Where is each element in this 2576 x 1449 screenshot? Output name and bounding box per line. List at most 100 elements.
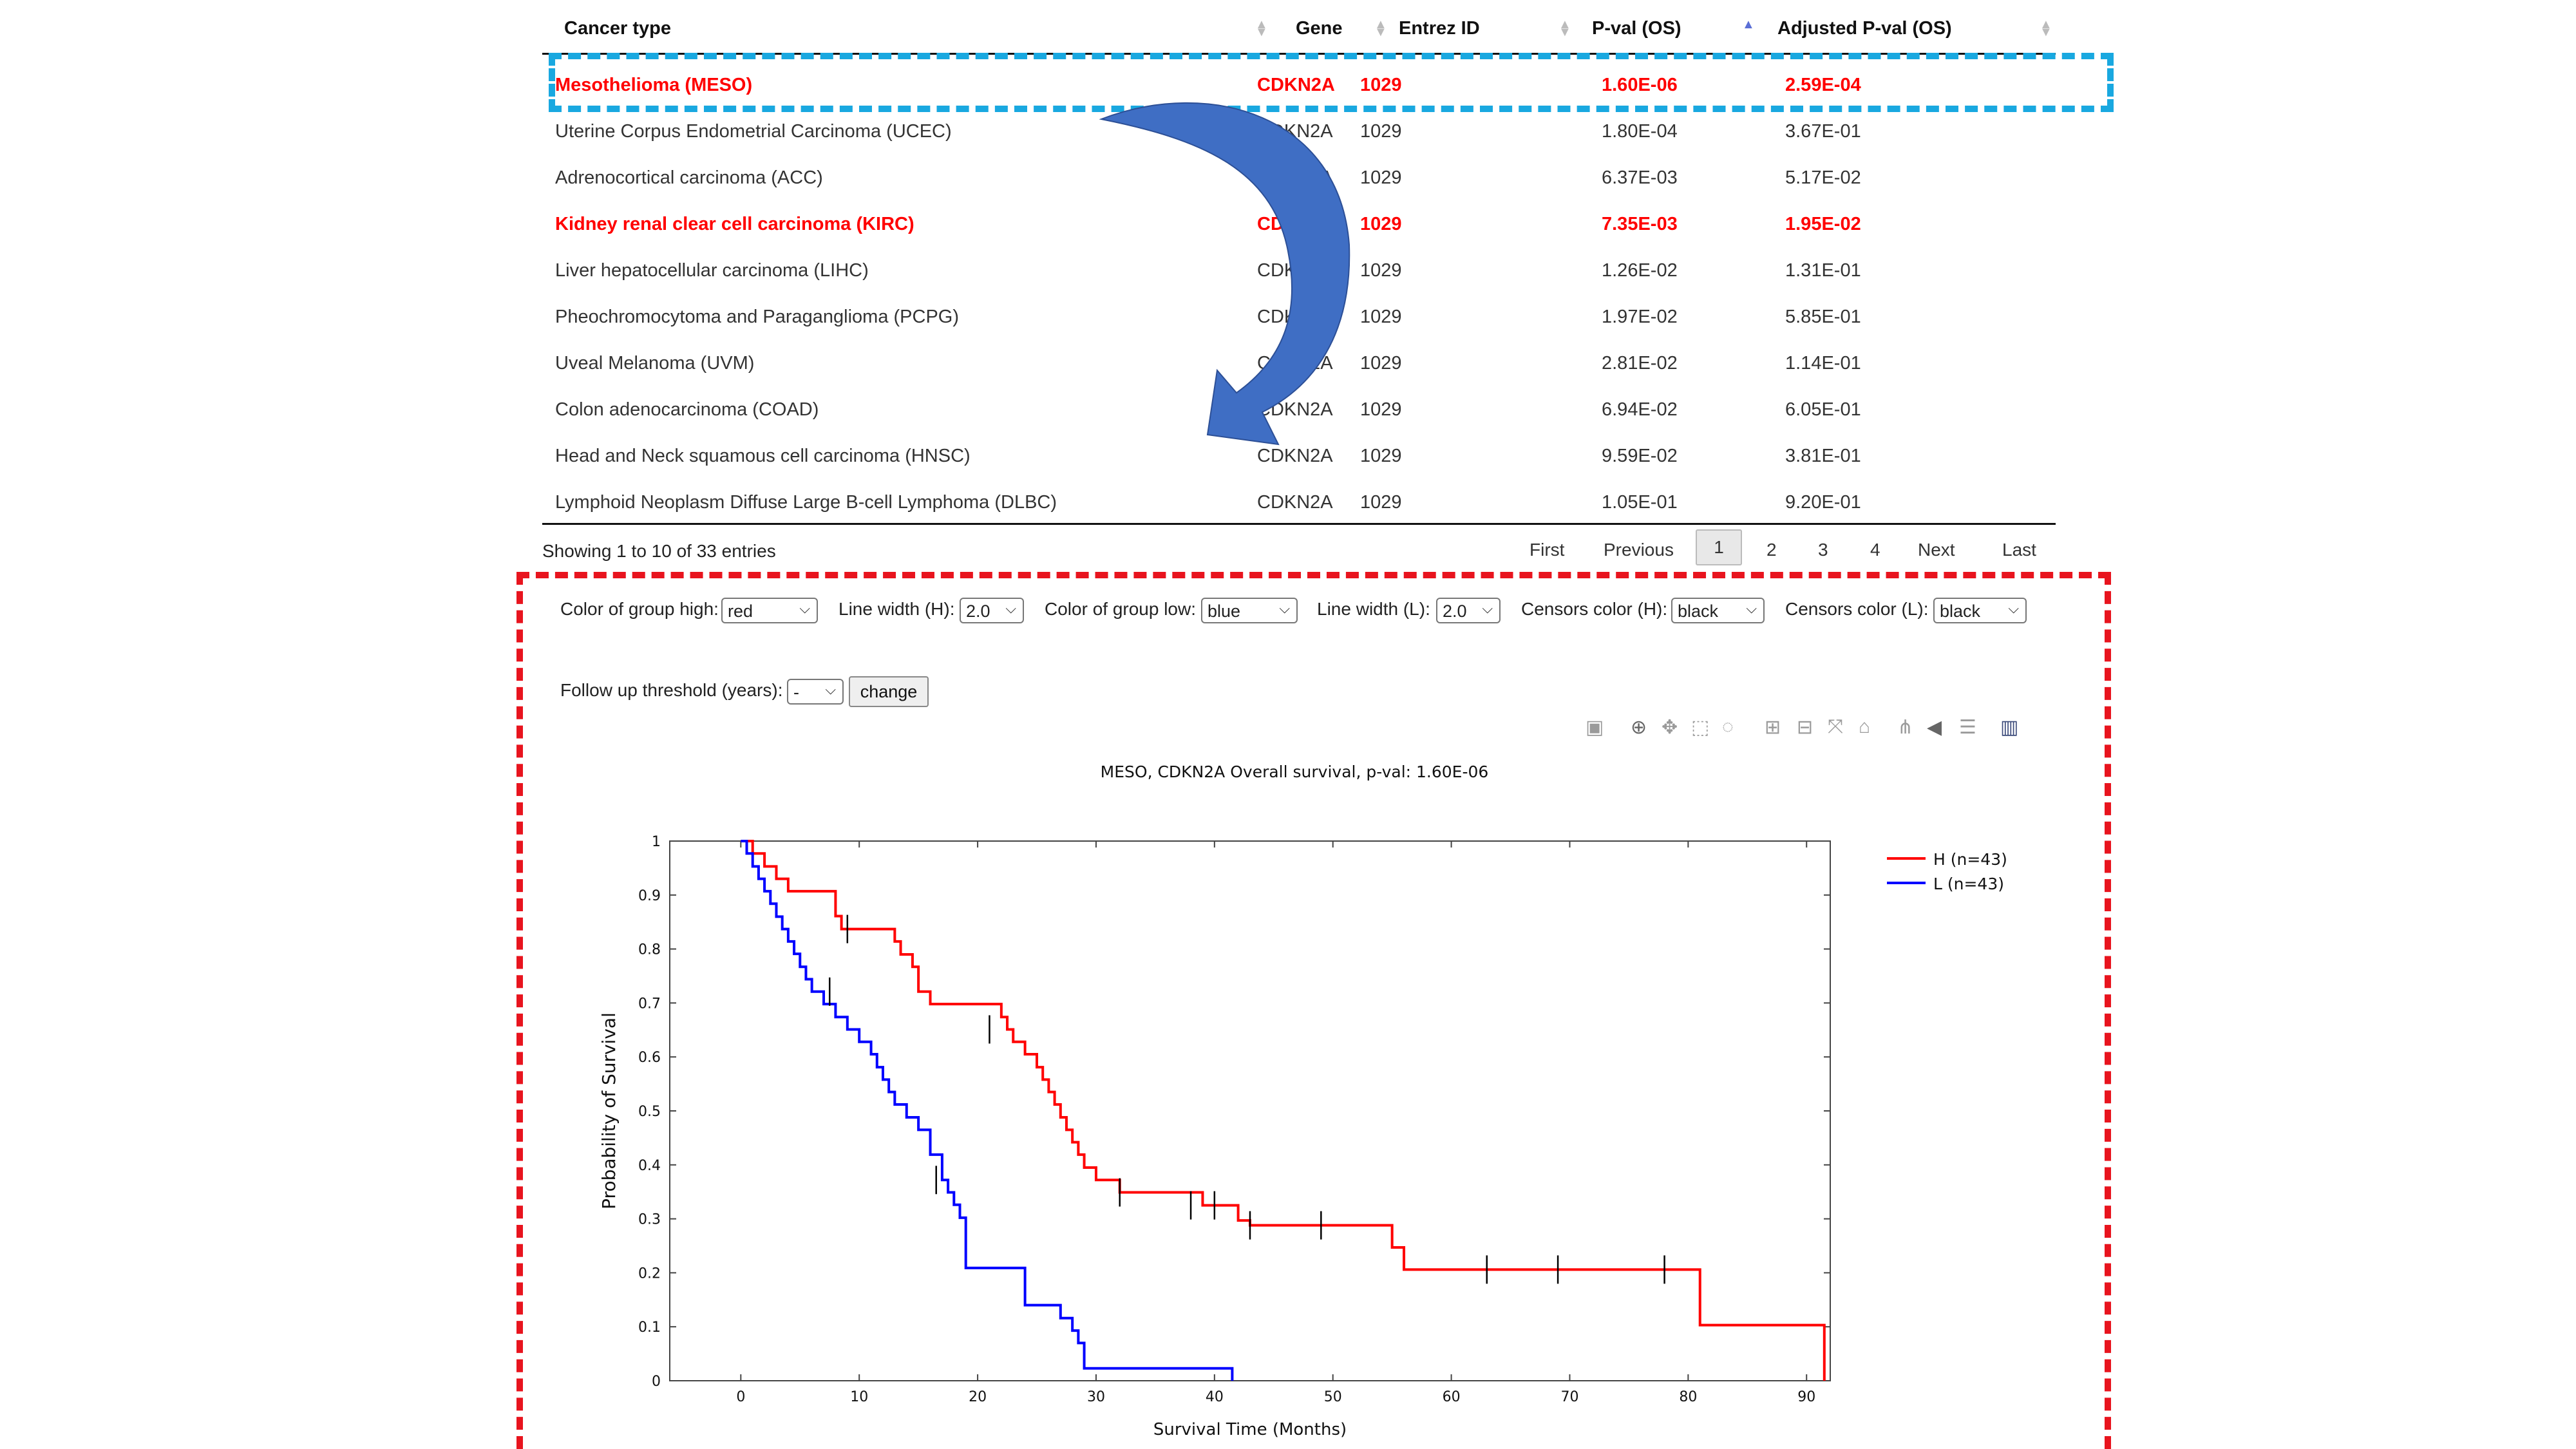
color-high-select[interactable]: red ⌵ (721, 598, 818, 623)
cell-entrez-id: 1029 (1360, 353, 1402, 374)
cell-adjusted-pval: 9.20E-01 (1785, 492, 1861, 513)
table-row[interactable]: Uveal Melanoma (UVM)CDKN2A10292.81E-021.… (542, 340, 2056, 386)
pagination-first[interactable]: First (1530, 540, 1565, 560)
survival-curve-low (741, 840, 1234, 1381)
line-width-low-select[interactable]: 2.0 ⌵ (1436, 598, 1501, 623)
change-button[interactable]: change (849, 676, 929, 707)
legend-label-low: L (n=43) (1933, 875, 2004, 893)
cell-adjusted-pval: 1.31E-01 (1785, 260, 1861, 281)
cell-gene: CDKN2A (1257, 492, 1333, 513)
table-row[interactable]: Head and Neck squamous cell carcinoma (H… (542, 433, 2056, 479)
censors-color-low-select[interactable]: black ⌵ (1933, 598, 2027, 623)
sort-icon[interactable]: ▲ ▼ (1558, 17, 1571, 39)
legend-label-high: H (n=43) (1933, 850, 2007, 869)
zoom-icon[interactable]: ⊕ (1631, 717, 1647, 738)
header-gene[interactable]: Gene (1296, 18, 1343, 39)
cell-pval: 6.37E-03 (1602, 167, 1678, 188)
cell-cancer-type: Uveal Melanoma (UVM) (555, 353, 755, 374)
zoom-out-icon[interactable]: ⊟ (1797, 717, 1814, 738)
cell-pval: 1.26E-02 (1602, 260, 1678, 281)
zoom-in-icon[interactable]: ⊞ (1765, 717, 1781, 738)
cell-adjusted-pval: 1.14E-01 (1785, 353, 1861, 374)
sort-icon[interactable]: ▲ ▼ (1374, 17, 1387, 39)
x-tick-label: 10 (850, 1389, 868, 1405)
hover-closest-icon[interactable]: ◀ (1927, 717, 1942, 738)
cell-pval: 7.35E-03 (1602, 214, 1678, 234)
cell-adjusted-pval: 6.05E-01 (1785, 399, 1861, 420)
chevron-down-icon: ⌵ (2008, 600, 2019, 616)
table-row[interactable]: Mesothelioma (MESO) CDKN2A 1029 1.60E-06 2.5… (542, 62, 2056, 108)
sort-icon[interactable]: ▲ ▼ (1255, 17, 1268, 39)
autoscale-icon[interactable]: ⤧ (1828, 716, 1843, 737)
hover-compare-icon[interactable]: ☰ (1959, 717, 1976, 738)
table-row[interactable]: Lymphoid Neoplasm Diffuse Large B-cell L… (542, 479, 2056, 526)
x-tick-label: 0 (736, 1389, 745, 1405)
color-low-label: Color of group low: (1045, 599, 1197, 619)
cell-cancer-type: Head and Neck squamous cell carcinoma (H… (555, 446, 971, 466)
cell-pval: 9.59E-02 (1602, 446, 1678, 466)
x-tick-label: 90 (1797, 1389, 1815, 1405)
pagination-page-1[interactable]: 1 (1696, 529, 1742, 565)
header-entrez-id[interactable]: Entrez ID (1399, 18, 1480, 39)
sort-icon[interactable]: ▲ ▼ (2040, 17, 2052, 39)
x-tick-label: 80 (1679, 1389, 1697, 1405)
cell-entrez-id: 1029 (1360, 399, 1402, 420)
x-tick-label: 30 (1087, 1389, 1105, 1405)
chevron-down-icon: ⌵ (1005, 600, 1016, 616)
censors-color-high-label: Censors color (H): (1521, 599, 1668, 619)
cell-pval: 1.05E-01 (1602, 492, 1678, 513)
y-tick-label: 0 (652, 1374, 661, 1390)
home-icon[interactable]: ⌂ (1859, 716, 1871, 737)
lasso-icon[interactable]: ◌ (1722, 716, 1734, 737)
censors-color-high-select[interactable]: black ⌵ (1671, 598, 1765, 623)
x-tick-label: 20 (969, 1389, 987, 1405)
color-high-label: Color of group high: (560, 599, 719, 619)
pagination-page-2[interactable]: 2 (1766, 540, 1777, 560)
pan-icon[interactable]: ✥ (1662, 717, 1678, 738)
sort-asc-icon[interactable]: ▲ (1742, 17, 1755, 32)
color-low-select[interactable]: blue ⌵ (1201, 598, 1298, 623)
survival-plot-frame (516, 572, 2111, 1449)
plotly-logo-icon[interactable]: ▥ (2000, 717, 2019, 738)
line-width-high-select[interactable]: 2.0 ⌵ (960, 598, 1024, 623)
cell-entrez-id: 1029 (1360, 492, 1402, 513)
header-adjusted-pval[interactable]: Adjusted P-val (OS) (1777, 18, 1952, 39)
cell-cancer-type: Colon adenocarcinoma (COAD) (555, 399, 819, 420)
y-tick-label: 0.2 (638, 1265, 661, 1282)
header-cancer-type[interactable]: Cancer type (564, 18, 672, 39)
pagination-previous[interactable]: Previous (1604, 540, 1674, 560)
x-axis-label: Survival Time (Months) (1153, 1420, 1347, 1439)
spike-lines-icon[interactable]: ⋔ (1897, 717, 1914, 738)
table-bottom-rule (542, 523, 2056, 525)
y-tick-label: 0.5 (638, 1104, 661, 1120)
followup-threshold-select[interactable]: - ⌵ (787, 679, 844, 705)
cell-adjusted-pval: 1.95E-02 (1785, 214, 1861, 234)
cell-pval: 2.81E-02 (1602, 353, 1678, 374)
pagination-page-3[interactable]: 3 (1818, 540, 1828, 560)
cell-cancer-type: Pheochromocytoma and Paraganglioma (PCPG… (555, 307, 960, 327)
pagination-last[interactable]: Last (2002, 540, 2036, 560)
cell-entrez-id: 1029 (1360, 121, 1402, 142)
table-row[interactable]: Uterine Corpus Endometrial Carcinoma (UC… (542, 108, 2056, 155)
box-select-icon[interactable]: ⬚ (1691, 717, 1710, 738)
x-tick-label: 40 (1206, 1389, 1224, 1405)
y-tick-label: 1 (652, 834, 661, 850)
cell-cancer-type: Liver hepatocellular carcinoma (LIHC) (555, 260, 869, 281)
cell-entrez-id: 1029 (1360, 167, 1402, 188)
y-tick-label: 0.7 (638, 996, 661, 1012)
pagination-next[interactable]: Next (1918, 540, 1955, 560)
y-tick-label: 0.3 (638, 1212, 661, 1228)
cell-pval: 1.80E-04 (1602, 121, 1678, 142)
followup-threshold-label: Follow up threshold (years): (560, 680, 783, 700)
cell-pval: 6.94E-02 (1602, 399, 1678, 420)
legend: H (n=43) L (n=43) (1887, 850, 2007, 893)
y-axis-label: Probability of Survival (598, 1012, 620, 1209)
table-row[interactable]: Kidney renal clear cell carcinoma (KIRC)… (542, 201, 2056, 247)
camera-icon[interactable]: ▣ (1586, 717, 1604, 738)
cell-cancer-type: Uterine Corpus Endometrial Carcinoma (UC… (555, 121, 952, 142)
header-pval[interactable]: P-val (OS) (1592, 18, 1681, 39)
pagination-page-4[interactable]: 4 (1870, 540, 1880, 560)
cell-gene: CDKN2A (1257, 75, 1335, 95)
